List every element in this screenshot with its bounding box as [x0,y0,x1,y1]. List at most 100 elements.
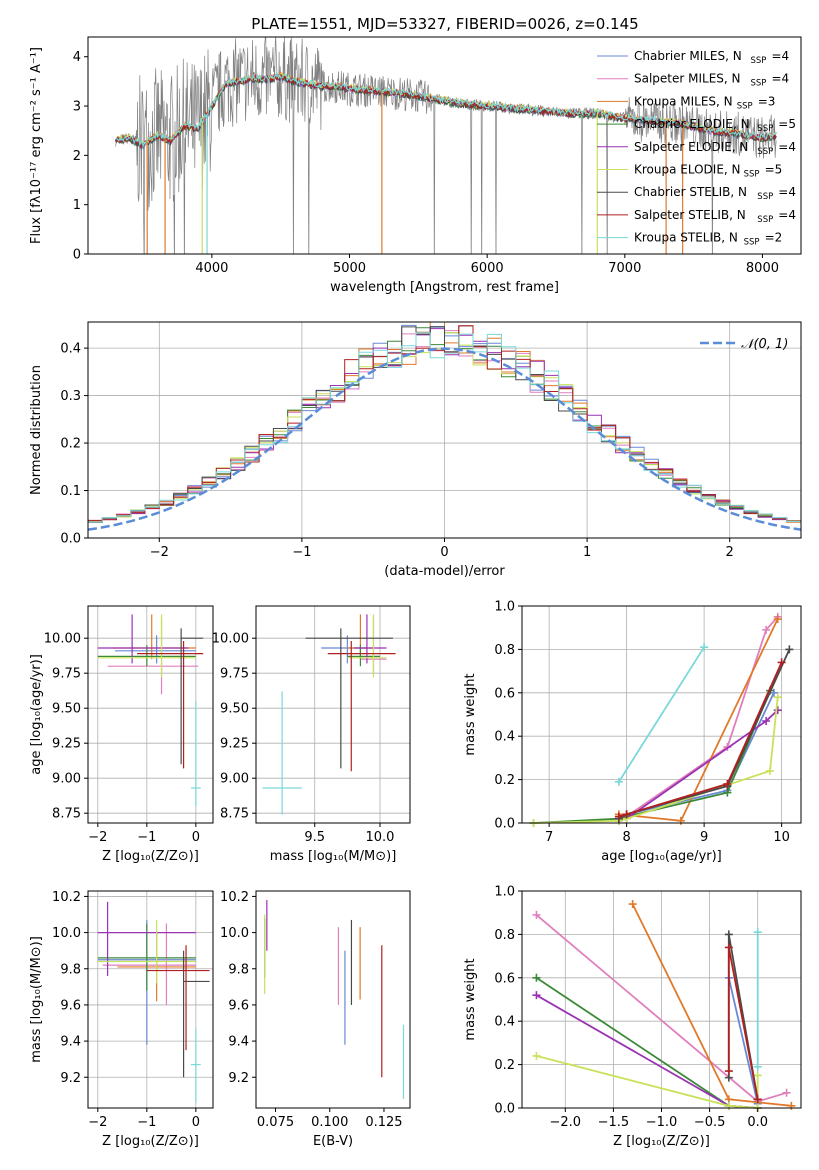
weight-point-marker [773,706,782,715]
weight-point-marker [753,1062,762,1071]
x-tick-label: 6000 [471,261,504,276]
weight-point-marker [614,777,623,786]
legend-value: =4 [778,185,796,199]
x-tick-label: −1.5 [598,1115,630,1130]
legend-label: 𝒩(0, 1) [741,337,788,352]
legend-subscript: SSP [750,56,766,66]
y-tick-label: 0.4 [494,730,515,745]
mass_vs_z-axes [88,891,213,1108]
legend-subscript: SSP [750,79,766,89]
weight-point-marker [762,625,771,634]
legend-value: =2 [765,231,783,245]
legend-label: Kroupa STELIB, N [634,231,738,245]
weight-point-marker [766,766,774,775]
x-axis-label: Z [log₁₀(Z/Z⊙)] [102,849,199,864]
axes-frame [255,605,411,824]
y-tick-label: 0.8 [494,643,515,658]
y-axis-label: mass [log₁₀(M/M⊙)] [29,936,44,1063]
x-tick-label: 8000 [746,261,779,276]
x-tick-label: −1 [292,545,311,560]
weight_vs_age-frame: 7 8 9 10 0.0 0.2 0.4 0.6 0.8 1.0 age [log₁₀(age/yr… [463,600,802,864]
legend-label: Salpeter ELODIE, N [634,140,748,154]
residuals-frame: −2 −1 0 1 2 0.0 0.1 0.2 0.3 0.4 (data-model)/error… [29,321,802,579]
weight_vs_z-frame: −2.0 −1.5 −1.0 −0.5 0.0 0.0 0.2 0.4 0.6 0.8 1.0 Z [… [463,885,802,1149]
legend-label: Chabrier MILES, N [634,49,742,63]
x-tick-label: 0.075 [257,1115,294,1130]
y-tick-label: 0.1 [60,484,81,499]
y-tick-label: 0 [73,248,81,263]
legend-subscript: SSP [744,238,760,248]
weight-point-marker [700,643,709,652]
y-tick-label: 10.2 [220,890,249,905]
legend-value: =4 [778,208,796,222]
legend-label: Kroupa ELODIE, N [634,163,741,177]
weight-point-marker [532,910,541,919]
x-tick-label: −0.5 [694,1115,726,1130]
age_vs_mass-frame: 9.5 10.0 8.75 9.00 9.25 9.50 9.75 10.00 mass [lo… [212,605,411,864]
x-axis-label: mass [log₁₀(M/M⊙)] [270,849,397,864]
weight-point-marker [773,693,782,702]
x-tick-label: 2 [726,545,734,560]
x-tick-label: 0 [192,1115,200,1130]
x-axis-label: Z [log₁₀(Z/Z⊙)] [102,1134,199,1149]
y-tick-label: 9.75 [220,667,249,682]
y-tick-label: 9.50 [220,702,249,717]
weight-series-line [618,646,705,783]
x-axis-label: age [log₁₀(age/yr)] [601,849,722,864]
weight-point-marker [782,1088,791,1097]
x-tick-label: −2 [88,830,107,845]
x-tick-label: 10.0 [366,830,395,845]
weight-series-line [618,616,779,820]
y-tick-label: 1 [73,198,81,213]
legend-subscript: SSP [737,101,753,111]
y-tick-label: 9.75 [52,667,81,682]
x-tick-label: 9 [700,830,708,845]
y-tick-label: 0.0 [494,1102,515,1117]
y-tick-label: 0.2 [494,773,515,788]
y-axis-label: age [log₁₀(age/yr)] [29,654,44,775]
legend-value: =5 [765,163,783,177]
x-tick-label: 0 [440,545,448,560]
axes-frame [87,36,802,255]
x-tick-label: 0.0 [747,1115,768,1130]
legend-subscript: SSP [757,147,773,157]
mass_vs_ebv-plot [264,900,405,1099]
y-tick-label: 9.00 [220,772,249,787]
y-axis-label: mass weight [463,958,478,1040]
x-axis-label: (data-model)/error [384,564,505,579]
legend-value: =3 [758,94,776,108]
weight-point-marker [762,717,771,726]
legend-label: Chabrier STELIB, N [634,185,747,199]
y-tick-label: 9.2 [60,1071,81,1086]
y-tick-label: 8.75 [52,807,81,822]
x-tick-label: 0 [192,830,200,845]
x-tick-label: −2 [88,1115,107,1130]
x-tick-label: −1 [137,1115,156,1130]
weight-series-line [536,1055,759,1109]
x-tick-label: 0.100 [311,1115,348,1130]
legend-value: =5 [778,117,796,131]
y-tick-label: 0.0 [60,532,81,547]
weight-point-marker [724,930,733,939]
y-tick-label: 0.3 [60,389,81,404]
x-axis-label: Z [log₁₀(Z/Z⊙)] [613,1134,710,1149]
x-tick-label: −2.0 [550,1115,582,1130]
y-tick-label: 0.2 [494,1058,515,1073]
y-tick-label: 9.2 [228,1071,249,1086]
y-tick-label: 10.0 [220,926,249,941]
weight-point-marker [628,900,637,909]
spectrum-plot [115,37,777,254]
y-axis-label: Normed distribution [29,365,44,495]
mass_vs_ebv-frame: 0.075 0.100 0.125 9.2 9.4 9.6 9.8 10.0 10.2 E(B-V… [220,890,411,1149]
x-tick-label: 1 [583,545,591,560]
axes-frame [255,890,411,1109]
weight-series-line [727,977,759,1104]
weight-point-marker [723,779,732,788]
y-tick-label: 10.00 [212,632,249,647]
legend-value: =4 [771,49,789,63]
y-tick-label: 9.8 [60,962,81,977]
gaussian-curve [88,347,801,531]
weight-point-marker [532,1051,541,1060]
x-tick-label: 5000 [333,261,366,276]
y-tick-label: 3 [73,100,81,115]
